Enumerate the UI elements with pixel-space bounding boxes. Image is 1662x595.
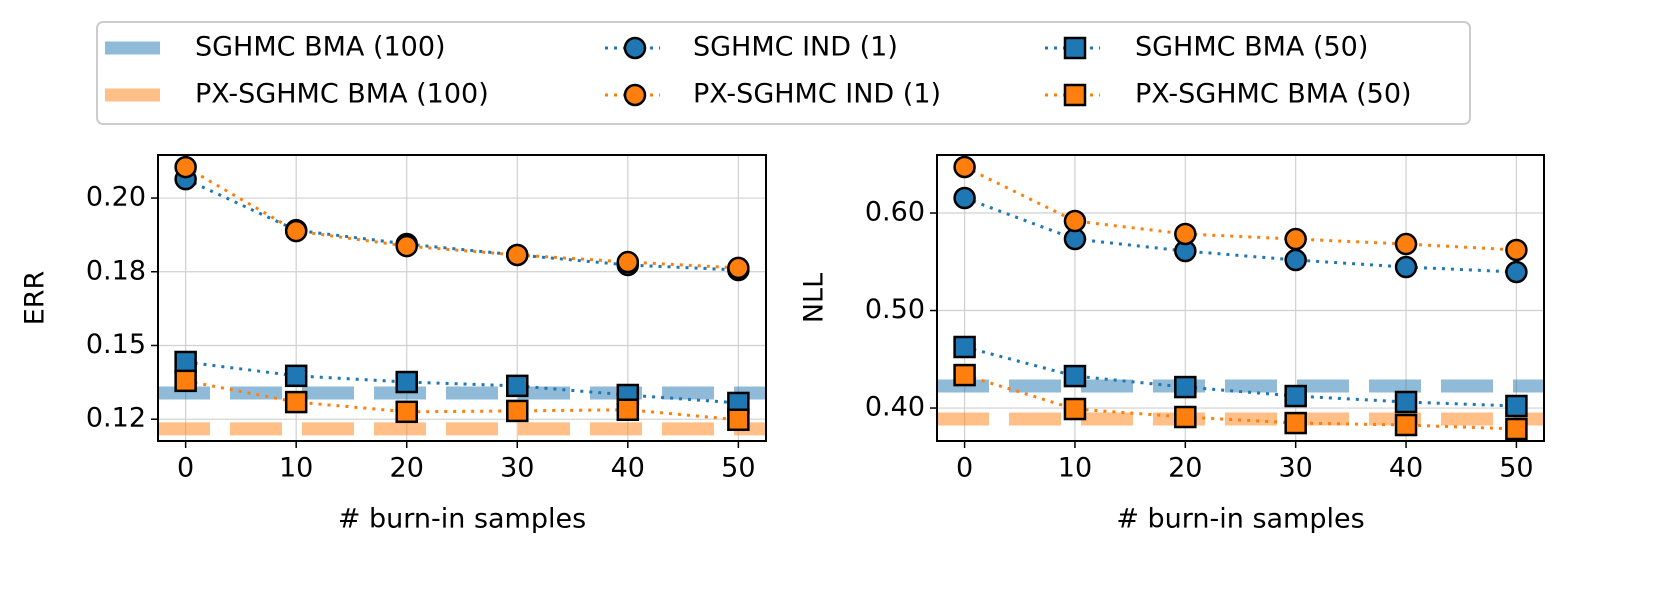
x-tick-label: 20 [1168,453,1202,484]
legend-label: PX-SGHMC BMA (100) [195,79,489,110]
point [1284,384,1307,408]
point [284,364,308,388]
x-tick-label: 0 [177,453,194,484]
point [1394,390,1418,414]
series-line [964,345,1517,408]
legend-label: SGHMC BMA (50) [1135,32,1368,63]
y-tick-label: 0.60 [865,197,925,228]
x-axis-label: # burn-in samples [1116,504,1364,535]
legend-marker [1063,36,1087,60]
y-tick-label: 0.12 [86,403,146,434]
point [284,390,308,414]
x-tick-label: 50 [1499,453,1533,484]
point [953,186,976,210]
point [395,234,418,258]
point [1174,222,1197,246]
point [1284,227,1307,251]
point [1394,232,1418,256]
x-tick-label: 10 [1058,453,1092,484]
point [506,399,529,423]
y-tick-label: 0.15 [86,329,146,360]
y-tick-label: 0.20 [86,182,146,213]
point [174,369,197,393]
legend-label: PX-SGHMC BMA (50) [1135,79,1412,110]
x-tick-label: 10 [279,453,313,484]
x-tick-label: 30 [1279,453,1313,484]
legend-marker [623,83,647,107]
point [953,363,976,387]
point [1174,375,1197,399]
point [506,374,529,398]
point [953,335,976,359]
point [1063,209,1087,233]
series-line [185,177,739,272]
y-tick-label: 0.18 [86,255,146,286]
point [395,370,418,394]
series-line [185,360,739,405]
point [1394,255,1418,279]
point [174,155,197,179]
x-tick-label: 50 [721,453,755,484]
point [1063,364,1087,388]
point [1505,238,1528,262]
series-line [184,165,739,270]
axes-frame [157,154,767,442]
point [1505,417,1528,441]
point [1284,248,1307,272]
series-line [963,165,1517,252]
point [1505,394,1528,418]
y-tick-label: 0.40 [865,392,925,423]
point [727,408,750,432]
axes-frame [936,154,1545,442]
series-line [964,196,1517,274]
point [953,155,976,179]
point [616,250,640,274]
point [727,256,750,280]
x-axis-label: # burn-in samples [338,504,586,535]
legend-box [96,21,1471,125]
legend-label: SGHMC BMA (100) [195,32,446,63]
y-axis-label: NLL [799,273,830,323]
series-line [964,373,1517,431]
point [284,219,308,243]
point [616,398,640,421]
x-tick-label: 40 [1389,453,1423,484]
point [1505,260,1528,284]
legend-label: PX-SGHMC IND (1) [693,79,941,110]
point [1174,405,1197,429]
x-tick-label: 0 [956,453,973,484]
x-tick-label: 40 [611,453,645,484]
y-axis-label: ERR [20,271,51,326]
point [395,400,418,424]
plot-area [158,386,766,436]
legend-marker [1063,83,1087,107]
y-tick-label: 0.50 [865,294,925,325]
point [1284,411,1307,435]
legend-marker [623,36,647,60]
legend-label: SGHMC IND (1) [693,32,898,63]
point [506,243,529,267]
point [1063,397,1087,421]
x-tick-label: 30 [500,453,534,484]
x-tick-label: 20 [390,453,424,484]
point [1394,413,1418,437]
point [174,350,197,374]
